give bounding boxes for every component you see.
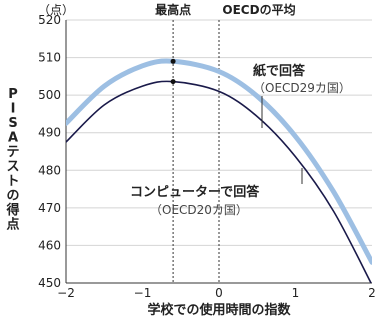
y-tick-label: 490 bbox=[38, 126, 61, 140]
y-tick-label: 470 bbox=[38, 201, 61, 215]
x-tick-label: −1 bbox=[134, 286, 152, 300]
label-leader-lines bbox=[261, 96, 303, 184]
grid bbox=[66, 19, 372, 284]
series-paper-note: （OECD29カ国） bbox=[253, 81, 351, 95]
max-point-computer bbox=[170, 79, 176, 85]
max-points bbox=[170, 58, 176, 85]
x-tick-label: −2 bbox=[57, 286, 75, 300]
series-line-paper bbox=[66, 58, 372, 265]
oecd-average-label: OECDの平均 bbox=[222, 2, 295, 17]
series-computer-note: （OECD20カ国） bbox=[150, 203, 248, 217]
x-tick-label: 1 bbox=[292, 286, 300, 300]
y-tick-label: 520 bbox=[38, 13, 61, 27]
series-line-computer bbox=[66, 80, 372, 283]
y-tick-label: 480 bbox=[38, 163, 61, 177]
tick-labels: 450 460 470 480 490 500 510 520 −2 −1 0 1 2 bbox=[38, 13, 375, 300]
series-computer-label: コンピューターで回答 bbox=[130, 184, 260, 200]
y-axis-label: P I S A テストの得点 bbox=[5, 87, 19, 233]
max-score-label: 最高点 bbox=[155, 2, 191, 17]
y-unit-label: （点） bbox=[38, 3, 74, 17]
y-tick-label: 500 bbox=[38, 88, 61, 102]
max-point-paper bbox=[170, 58, 176, 64]
series-paper-label: 紙で回答 bbox=[253, 63, 306, 79]
y-tick-label: 450 bbox=[38, 276, 61, 290]
x-axis-label: 学校での使用時間の指数 bbox=[147, 302, 291, 318]
y-tick-label: 510 bbox=[38, 51, 61, 65]
series-lines bbox=[66, 58, 372, 283]
x-tick-label: 0 bbox=[215, 286, 223, 300]
x-tick-label: 2 bbox=[368, 286, 375, 300]
axes bbox=[65, 20, 372, 284]
y-tick-label: 460 bbox=[38, 238, 61, 252]
